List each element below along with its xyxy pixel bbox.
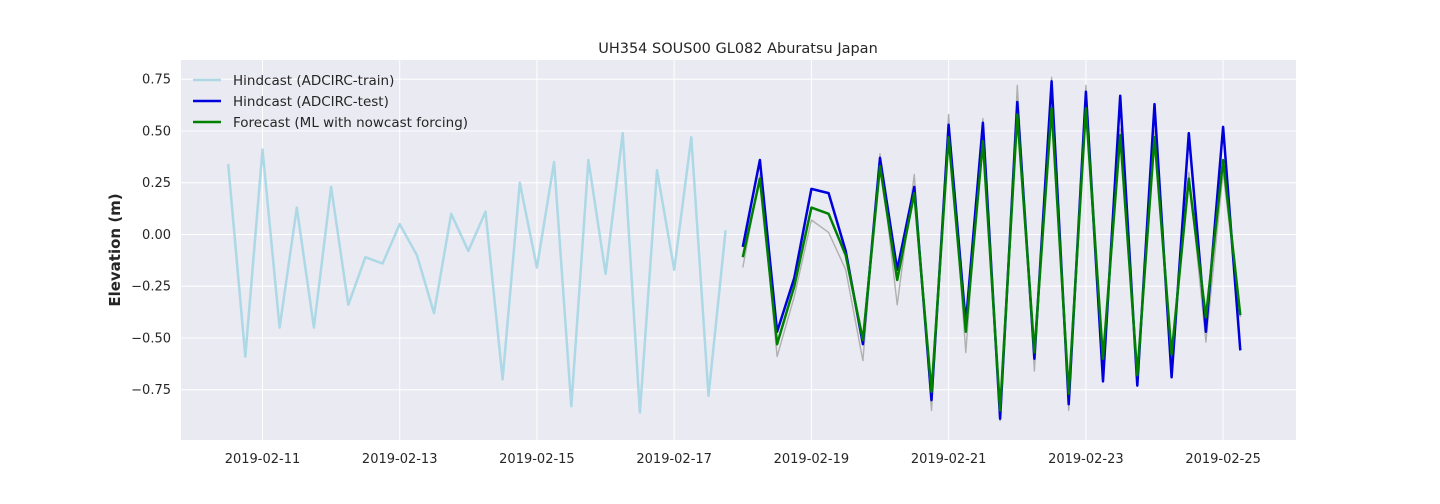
x-tick-label: 2019-02-25 bbox=[1185, 452, 1261, 467]
y-tick-label: −0.25 bbox=[131, 280, 171, 295]
chart-title: UH354 SOUS00 GL082 Aburatsu Japan bbox=[598, 41, 878, 57]
legend-label: Hindcast (ADCIRC-train) bbox=[233, 73, 394, 89]
x-tick-label: 2019-02-17 bbox=[636, 452, 712, 467]
y-tick-label: 0.75 bbox=[142, 73, 171, 88]
x-tick-label: 2019-02-19 bbox=[774, 452, 850, 467]
x-tick-label: 2019-02-21 bbox=[911, 452, 987, 467]
legend-label: Hindcast (ADCIRC-test) bbox=[233, 94, 389, 110]
y-tick-label: −0.75 bbox=[131, 383, 171, 398]
y-axis-label: Elevation (m) bbox=[106, 193, 124, 306]
grid bbox=[181, 60, 1296, 440]
tick-labels: 2019-02-11 2019-02-13 2019-02-15 2019-02-17… bbox=[131, 73, 1261, 467]
legend: Hindcast (ADCIRC-train) Hindcast (ADCIRC-… bbox=[193, 73, 468, 131]
series-layer bbox=[226, 76, 1242, 422]
x-tick-label: 2019-02-23 bbox=[1048, 452, 1124, 467]
y-tick-label: 0.50 bbox=[142, 124, 171, 139]
y-tick-label: 0.25 bbox=[142, 176, 171, 191]
series-line-hindcast-adcirc-train bbox=[226, 131, 727, 414]
x-tick-label: 2019-02-15 bbox=[499, 452, 575, 467]
series-line-forecast-ml-with-nowcast-forcing bbox=[741, 106, 1242, 412]
x-tick-label: 2019-02-13 bbox=[362, 452, 438, 467]
x-tick-label: 2019-02-11 bbox=[225, 452, 301, 467]
y-tick-label: 0.00 bbox=[142, 228, 171, 243]
legend-label: Forecast (ML with nowcast forcing) bbox=[233, 115, 468, 131]
y-tick-label: −0.50 bbox=[131, 331, 171, 346]
